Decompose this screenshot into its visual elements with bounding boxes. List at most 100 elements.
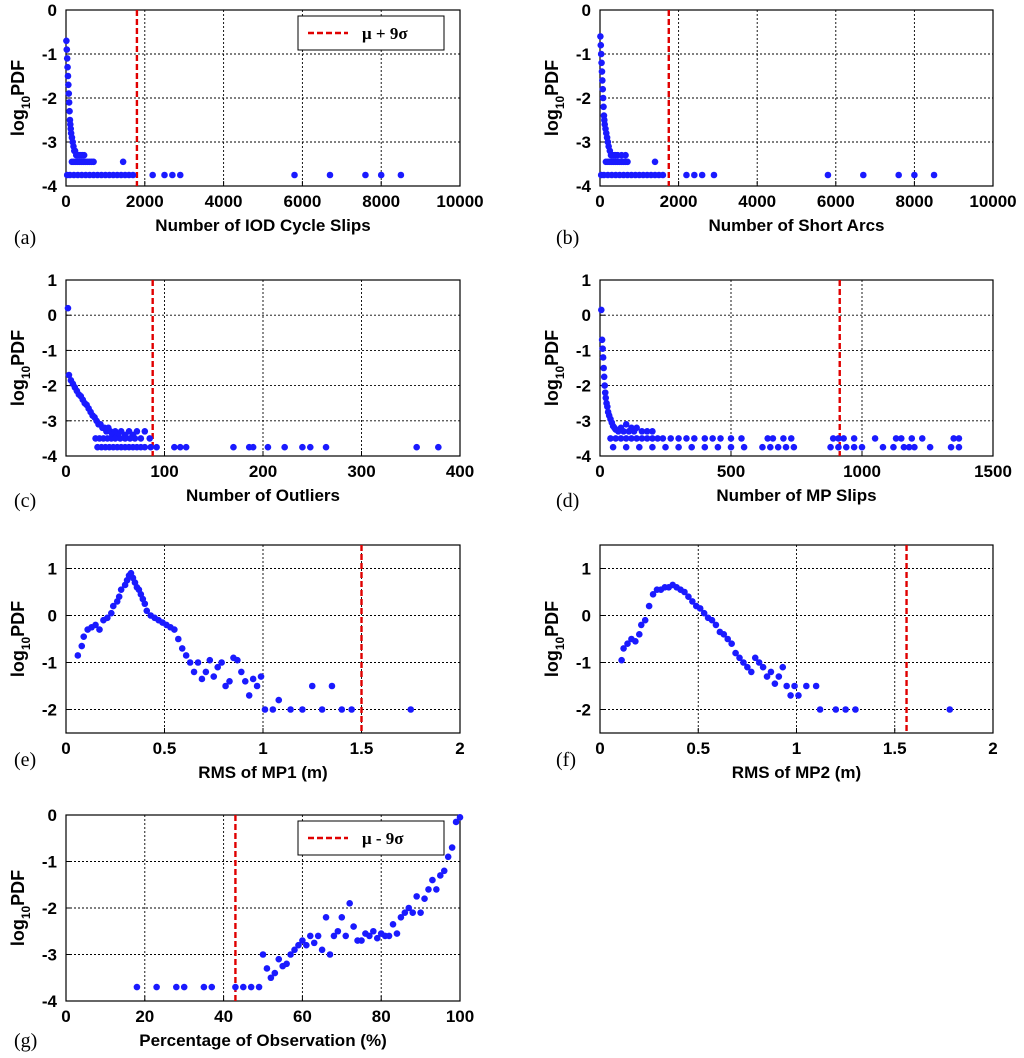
x-tick-label: 1000 <box>843 462 881 481</box>
data-point <box>700 609 708 617</box>
data-point <box>437 872 444 879</box>
data-point <box>405 904 413 912</box>
data-point <box>295 941 302 949</box>
data-point <box>795 692 802 699</box>
data-point <box>65 99 73 106</box>
x-axis-label: RMS of MP1 (m) <box>198 763 327 782</box>
data-point <box>911 171 918 179</box>
y-tick-label: -1 <box>42 853 57 872</box>
x-tick-label: 2000 <box>126 192 164 211</box>
y-tick-label: -1 <box>576 45 591 64</box>
y-axis-label: log10PDF <box>8 870 33 946</box>
data-point <box>832 706 840 713</box>
y-tick-label: -1 <box>576 654 591 673</box>
data-point <box>306 932 314 940</box>
data-point <box>401 909 409 916</box>
data-point <box>63 37 70 45</box>
y-tick-label: 1 <box>48 560 57 579</box>
data-point <box>829 435 837 442</box>
data-point <box>898 435 905 442</box>
data-point <box>926 443 934 451</box>
data-point <box>433 886 440 893</box>
data-point <box>850 443 858 451</box>
data-point <box>759 663 767 671</box>
x-tick-label: 0 <box>61 739 70 758</box>
data-point <box>602 394 610 402</box>
data-point <box>417 909 424 916</box>
data-point <box>287 951 294 958</box>
data-point <box>638 428 646 435</box>
data-point <box>662 443 669 451</box>
data-point <box>871 435 879 442</box>
data-point <box>200 983 208 991</box>
data-point <box>598 59 605 67</box>
data-point <box>161 171 168 179</box>
data-point <box>146 435 154 442</box>
data-point <box>283 960 290 968</box>
data-point <box>709 435 716 442</box>
y-tick-label: -3 <box>42 946 57 965</box>
data-point <box>350 923 357 930</box>
data-point <box>249 675 257 683</box>
data-point <box>767 668 775 676</box>
data-point <box>190 668 198 676</box>
data-point <box>306 443 314 451</box>
data-point <box>659 171 667 179</box>
data-point <box>787 435 795 442</box>
data-point <box>174 635 182 643</box>
data-point <box>330 932 338 940</box>
data-point <box>338 914 346 921</box>
data-point <box>208 983 216 991</box>
data-point <box>249 443 257 451</box>
plot-frame <box>599 279 994 457</box>
data-point <box>649 428 656 435</box>
data-point <box>714 443 722 451</box>
data-point <box>835 435 842 442</box>
data-point <box>633 435 640 442</box>
data-point <box>607 435 614 442</box>
data-point <box>637 621 645 629</box>
data-point <box>194 659 202 666</box>
y-tick-label: 1 <box>48 271 57 290</box>
y-tick-label: -2 <box>42 377 57 396</box>
y-tick-label: -2 <box>576 89 591 108</box>
data-point <box>767 443 774 451</box>
y-tick-label: -2 <box>42 89 57 108</box>
data-point <box>171 443 178 451</box>
data-point <box>598 336 606 344</box>
data-point <box>643 428 651 435</box>
x-tick-label: 80 <box>372 1007 391 1026</box>
x-tick-label: 10000 <box>969 192 1016 211</box>
data-point <box>63 46 71 53</box>
data-point <box>440 867 448 875</box>
data-point <box>143 607 151 615</box>
data-point <box>675 443 682 451</box>
data-point <box>779 663 787 671</box>
legend: μ + 9σ <box>297 15 445 51</box>
data-point <box>905 443 913 451</box>
data-point <box>131 435 139 442</box>
data-point <box>712 621 720 629</box>
data-point <box>946 706 954 713</box>
data-point <box>141 443 149 451</box>
data-point <box>108 609 115 617</box>
data-point <box>598 306 605 314</box>
data-point <box>895 171 902 179</box>
data-point <box>448 844 456 851</box>
data-point <box>638 435 646 442</box>
data-point <box>599 354 607 361</box>
data-point <box>599 94 607 102</box>
x-tick-label: 1 <box>258 739 267 758</box>
data-point <box>299 706 306 713</box>
data-point <box>947 443 955 451</box>
data-point <box>409 909 417 916</box>
x-tick-label: 0 <box>61 192 70 211</box>
data-point <box>389 920 397 928</box>
panel-b: 0 2000 4000 6000 8000 10000 0 -1 -2 -3 -4 Number of… <box>542 1 1017 249</box>
y-tick-label: -3 <box>42 412 57 431</box>
data-point <box>717 435 724 442</box>
data-point <box>645 602 653 610</box>
data-point <box>238 668 245 676</box>
data-point <box>318 946 326 954</box>
